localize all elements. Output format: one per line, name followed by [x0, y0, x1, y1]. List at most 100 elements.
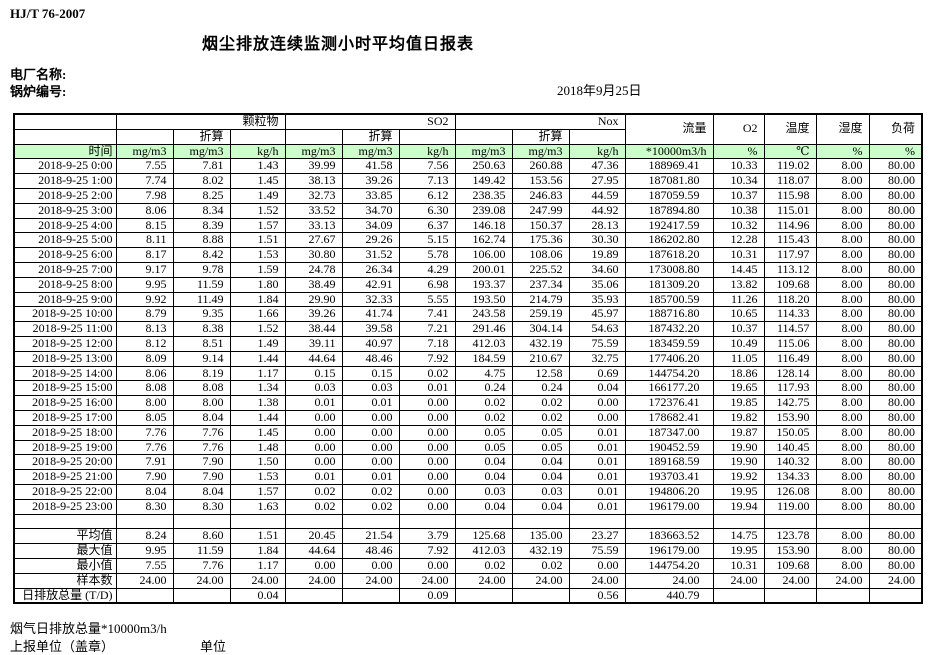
value-cell: 196179.00 — [624, 498, 714, 515]
value-cell: 1.45 — [229, 173, 286, 189]
summary-value-cell: 0.00 — [398, 557, 456, 574]
value-cell: 0.04 — [511, 469, 570, 485]
time-cell: 2018-9-25 10:00 — [13, 306, 117, 323]
unit-cell: kg/h — [229, 143, 286, 160]
value-cell: 0.00 — [341, 424, 400, 441]
value-cell: 80.00 — [868, 232, 923, 249]
summary-label-cell: 最大值 — [13, 543, 117, 559]
value-cell: 142.75 — [763, 395, 817, 411]
value-cell: 0.00 — [568, 395, 626, 411]
value-cell: 80.00 — [868, 261, 923, 278]
value-cell: 9.92 — [115, 291, 174, 308]
value-cell: 0.02 — [454, 395, 513, 411]
value-cell: 7.76 — [115, 439, 174, 456]
table-row: 2018-9-25 23:00 8.30 8.30 1.63 0.02 0.02 0.00 0… — [13, 498, 923, 515]
value-cell: 80.00 — [868, 306, 923, 323]
time-cell: 2018-9-25 5:00 — [13, 232, 117, 249]
value-cell: 0.00 — [341, 409, 400, 426]
summary-row: 最大值 9.95 11.59 1.84 44.64 48.46 7.92 412.03 432.… — [13, 543, 923, 559]
summary-value-cell: 432.19 — [511, 543, 570, 559]
value-cell: 187347.00 — [624, 424, 714, 441]
boiler-number-label: 锅炉编号: — [10, 84, 67, 99]
value-cell: 80.00 — [868, 439, 923, 456]
value-cell: 432.19 — [511, 335, 570, 352]
value-cell: 162.74 — [454, 232, 513, 249]
value-cell: 8.00 — [815, 158, 870, 175]
value-cell: 12.58 — [511, 365, 570, 382]
value-cell: 8.00 — [172, 395, 231, 411]
value-cell: 150.37 — [511, 217, 570, 234]
header-humidity: 湿度 — [815, 113, 870, 145]
value-cell: 1.44 — [229, 350, 286, 367]
value-cell: 80.00 — [868, 395, 923, 411]
value-cell: 11.05 — [712, 350, 765, 367]
value-cell: 8.08 — [115, 380, 174, 397]
value-cell: 115.01 — [763, 202, 817, 219]
empty-cell — [172, 513, 231, 530]
value-cell: 8.39 — [172, 217, 231, 234]
value-cell: 0.24 — [454, 380, 513, 397]
value-cell: 7.98 — [115, 187, 174, 204]
value-cell: 80.00 — [868, 335, 923, 352]
unit-cell: mg/m3 — [454, 143, 513, 160]
value-cell: 237.34 — [511, 276, 570, 293]
value-cell: 184.59 — [454, 350, 513, 367]
summary-value-cell: 24.00 — [172, 572, 231, 589]
value-cell: 8.00 — [815, 350, 870, 367]
time-cell: 2018-9-25 3:00 — [13, 202, 117, 219]
table-row: 2018-9-25 22:00 8.04 8.04 1.57 0.02 0.02 0.00 0… — [13, 483, 923, 500]
value-cell: 118.20 — [763, 291, 817, 308]
value-cell: 115.98 — [763, 187, 817, 204]
value-cell: 1.38 — [229, 395, 286, 411]
value-cell: 35.06 — [568, 276, 626, 293]
table-row: 2018-9-25 12:00 8.12 8.51 1.49 39.11 40.97 7.1… — [13, 335, 923, 352]
value-cell: 0.01 — [568, 454, 626, 471]
value-cell: 8.88 — [172, 232, 231, 249]
unit-cell: mg/m3 — [511, 143, 570, 160]
value-cell: 214.79 — [511, 291, 570, 308]
summary-value-cell: 24.00 — [624, 572, 714, 589]
summary-value-cell: 80.00 — [868, 543, 923, 559]
value-cell: 32.33 — [341, 291, 400, 308]
value-cell: 10.65 — [712, 306, 765, 323]
value-cell: 8.08 — [172, 380, 231, 397]
value-cell: 0.02 — [511, 409, 570, 426]
summary-value-cell: 24.00 — [868, 572, 923, 589]
value-cell: 34.60 — [568, 261, 626, 278]
table-row: 2018-9-25 6:00 8.17 8.42 1.53 30.80 31.52 5.78… — [13, 247, 923, 263]
value-cell: 10.34 — [712, 173, 765, 189]
time-cell: 2018-9-25 14:00 — [13, 365, 117, 382]
value-cell: 183459.59 — [624, 335, 714, 352]
value-cell: 0.04 — [568, 380, 626, 397]
table-body: 2018-9-25 0:00 7.55 7.81 1.43 39.99 41.58 7.56… — [13, 158, 923, 604]
value-cell: 0.01 — [568, 424, 626, 441]
value-cell: 8.00 — [815, 187, 870, 204]
table-row: 2018-9-25 1:00 7.74 8.02 1.45 38.13 39.26 7.13… — [13, 173, 923, 189]
summary-value-cell: 109.68 — [763, 557, 817, 574]
empty-cell — [568, 513, 626, 530]
value-cell: 0.00 — [398, 424, 456, 441]
time-cell: 2018-9-25 8:00 — [13, 276, 117, 293]
value-cell: 80.00 — [868, 187, 923, 204]
value-cell: 181309.20 — [624, 276, 714, 293]
value-cell: 304.14 — [511, 321, 570, 337]
value-cell: 412.03 — [454, 335, 513, 352]
value-cell: 5.15 — [398, 232, 456, 249]
empty-cell — [284, 513, 343, 530]
value-cell: 8.04 — [172, 409, 231, 426]
value-cell: 239.08 — [454, 202, 513, 219]
unit-cell: % — [868, 143, 923, 160]
value-cell: 0.00 — [398, 454, 456, 471]
summary-value-cell — [868, 587, 923, 604]
table-row: 2018-9-25 10:00 8.79 9.35 1.66 39.26 41.74 7.4… — [13, 306, 923, 323]
value-cell: 243.58 — [454, 306, 513, 323]
value-cell: 0.04 — [511, 454, 570, 471]
summary-row: 样本数 24.00 24.00 24.00 24.00 24.00 24.00 24.00 24… — [13, 572, 923, 589]
value-cell: 8.00 — [815, 380, 870, 397]
value-cell: 0.02 — [341, 483, 400, 500]
value-cell: 0.03 — [511, 483, 570, 500]
value-cell: 80.00 — [868, 409, 923, 426]
value-cell: 1.66 — [229, 306, 286, 323]
value-cell: 0.01 — [341, 395, 400, 411]
value-cell: 0.02 — [454, 409, 513, 426]
